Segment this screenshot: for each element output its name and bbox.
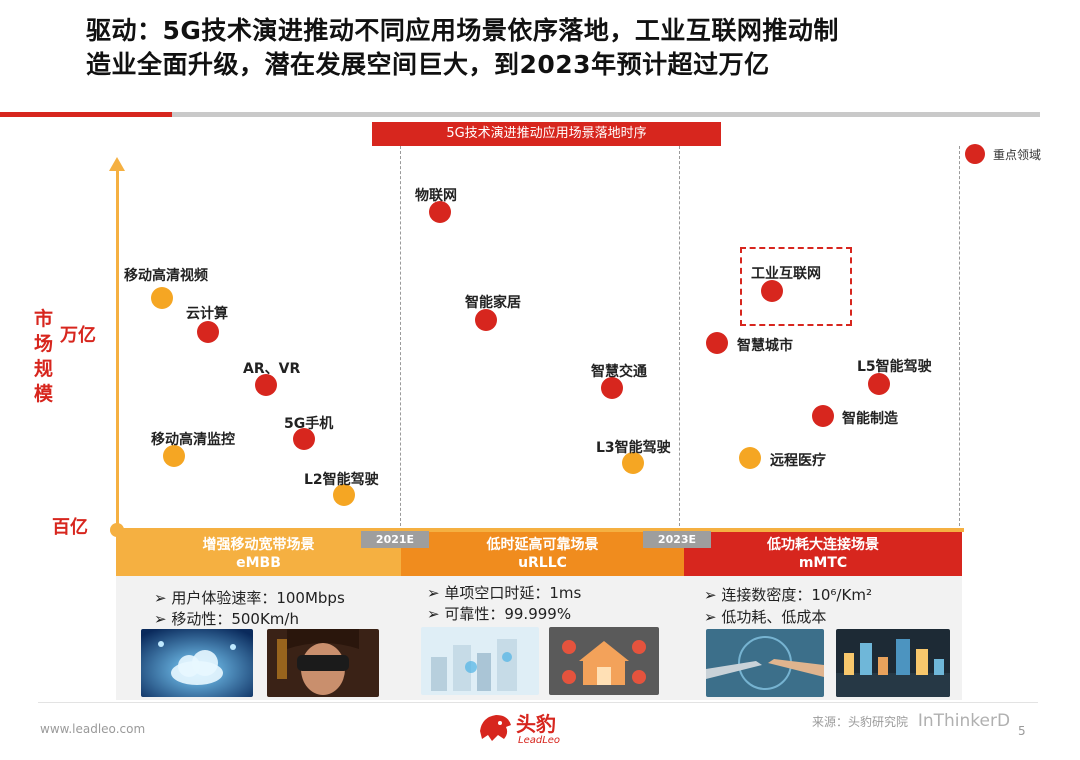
mmtc-bullet-density: ➢ 连接数密度：10⁶/Km² bbox=[704, 586, 872, 604]
city-night-image bbox=[836, 629, 950, 697]
point-ar-vr bbox=[255, 374, 277, 396]
date-tag-2021: 2021E bbox=[361, 531, 429, 548]
y-axis-label-char: 场 bbox=[34, 333, 54, 355]
point-cloud bbox=[197, 321, 219, 343]
y-axis-label-char: 规 bbox=[34, 358, 54, 380]
point-label-l5-driving: L5智能驾驶 bbox=[857, 359, 932, 375]
page-title: 驱动：5G技术演进推动不同应用场景依序落地，工业互联网推动制 造业全面升级，潜在… bbox=[86, 14, 1026, 82]
cloud-tech-image bbox=[141, 629, 253, 697]
segment-urllc-header: 低时延高可靠场景 uRLLC bbox=[401, 532, 684, 576]
point-mobile-hd-video bbox=[151, 287, 173, 309]
legend-label: 重点领域 bbox=[993, 148, 1042, 162]
footer-website[interactable]: www.leadleo.com bbox=[40, 722, 146, 736]
divider-2021 bbox=[400, 146, 401, 531]
leopard-logo-icon bbox=[480, 715, 511, 741]
urllc-bullet-reliability: ➢ 可靠性：99.999% bbox=[427, 605, 572, 623]
segment-embb-code: eMBB bbox=[236, 555, 281, 571]
embb-bullet-speed: ➢ 用户体验速率：100Mbps bbox=[154, 589, 345, 607]
point-label-l3-driving: L3智能驾驶 bbox=[596, 440, 671, 456]
y-axis-top-value: 万亿 bbox=[60, 325, 96, 346]
point-l3-driving bbox=[622, 452, 644, 474]
smart-home-image bbox=[549, 627, 659, 695]
key-area-highlight-box bbox=[740, 247, 852, 326]
point-iot bbox=[429, 201, 451, 223]
y-axis-bottom-value: 百亿 bbox=[52, 517, 88, 538]
page-number: 5 bbox=[1018, 724, 1026, 738]
title-underline bbox=[172, 112, 1040, 117]
y-axis-arrow-icon bbox=[109, 157, 125, 171]
date-tag-2023: 2023E bbox=[643, 531, 711, 548]
point-telemedicine bbox=[739, 447, 761, 469]
point-label-smart-city: 智慧城市 bbox=[737, 338, 793, 354]
y-axis-label-char: 模 bbox=[34, 383, 54, 405]
title-underline-accent bbox=[0, 112, 172, 117]
point-l2-driving bbox=[333, 484, 355, 506]
watermark-text: InThinkerD bbox=[917, 711, 1011, 731]
source-note: 来源：头豹研究院 InThinkerD bbox=[812, 711, 1010, 731]
divider-end bbox=[959, 146, 960, 531]
mmtc-bullet-low-power: ➢ 低功耗、低成本 bbox=[704, 608, 827, 626]
source-text: 来源：头豹研究院 bbox=[812, 715, 909, 729]
segment-mmtc-panel: ➢ 连接数密度：10⁶/Km² ➢ 低功耗、低成本 bbox=[684, 576, 962, 700]
point-l5-driving bbox=[868, 373, 890, 395]
smart-city-image bbox=[421, 627, 539, 695]
point-label-cloud: 云计算 bbox=[186, 306, 228, 322]
legend-dot bbox=[965, 144, 985, 164]
segment-mmtc-header: 低功耗大连接场景 mMTC bbox=[684, 532, 962, 576]
brand-name: 头豹 bbox=[516, 712, 556, 736]
point-label-l2-driving: L2智能驾驶 bbox=[304, 472, 379, 488]
point-5g-phone bbox=[293, 428, 315, 450]
y-axis-line bbox=[116, 170, 119, 530]
segment-urllc-title: 低时延高可靠场景 bbox=[486, 537, 599, 553]
brand-name-en: LeadLeo bbox=[518, 735, 561, 746]
point-label-hd-monitor: 移动高清监控 bbox=[151, 432, 235, 448]
segment-embb-title: 增强移动宽带场景 bbox=[202, 537, 315, 553]
segment-mmtc-code: mMTC bbox=[798, 555, 848, 571]
y-axis-label-char: 市 bbox=[34, 308, 54, 330]
segment-urllc-code: uRLLC bbox=[518, 555, 567, 571]
point-smart-home bbox=[475, 309, 497, 331]
point-industrial-internet bbox=[761, 280, 783, 302]
robot-hand-image bbox=[706, 629, 824, 697]
segment-urllc-panel: ➢ 单项空口时延：1ms ➢ 可靠性：99.999% bbox=[401, 576, 684, 700]
point-smart-manufacturing bbox=[812, 405, 834, 427]
segment-mmtc-title: 低功耗大连接场景 bbox=[767, 537, 879, 553]
segment-embb-panel: ➢ 用户体验速率：100Mbps ➢ 移动性：500Km/h bbox=[116, 576, 401, 700]
point-label-ar-vr: AR、VR bbox=[243, 361, 301, 377]
embb-bullet-mobility: ➢ 移动性：500Km/h bbox=[154, 610, 299, 628]
x-axis-line bbox=[116, 528, 964, 532]
point-smart-traffic bbox=[601, 377, 623, 399]
urllc-bullet-latency: ➢ 单项空口时延：1ms bbox=[427, 584, 582, 602]
divider-2023 bbox=[679, 146, 680, 531]
point-label-smart-manufacturing: 智能制造 bbox=[842, 411, 898, 427]
point-label-mobile-hd-video: 移动高清视频 bbox=[124, 268, 208, 284]
point-label-telemedicine: 远程医疗 bbox=[770, 453, 826, 469]
footer-divider bbox=[38, 702, 1038, 703]
title-line-2: 造业全面升级，潜在发展空间巨大，到2023年预计超过万亿 bbox=[86, 50, 770, 79]
point-label-iot: 物联网 bbox=[415, 188, 457, 204]
point-smart-city bbox=[706, 332, 728, 354]
point-hd-monitor bbox=[163, 445, 185, 467]
point-label-smart-home: 智能家居 bbox=[465, 295, 521, 311]
timeline-banner: 5G技术演进推动应用场景落地时序 bbox=[372, 122, 721, 146]
vr-headset-image bbox=[267, 629, 379, 697]
title-line-1: 驱动：5G技术演进推动不同应用场景依序落地，工业互联网推动制 bbox=[86, 16, 839, 45]
segment-embb-header: 增强移动宽带场景 eMBB bbox=[116, 532, 401, 576]
point-label-industrial-internet: 工业互联网 bbox=[751, 266, 821, 282]
point-label-smart-traffic: 智慧交通 bbox=[591, 364, 647, 380]
point-label-5g-phone: 5G手机 bbox=[284, 416, 334, 432]
